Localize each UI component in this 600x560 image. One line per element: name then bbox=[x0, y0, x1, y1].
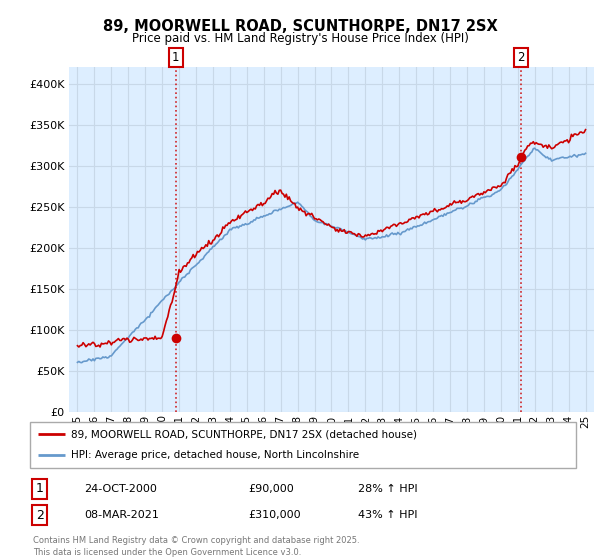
Text: Contains HM Land Registry data © Crown copyright and database right 2025.
This d: Contains HM Land Registry data © Crown c… bbox=[33, 536, 359, 557]
Text: 28% ↑ HPI: 28% ↑ HPI bbox=[358, 484, 417, 494]
Text: 89, MOORWELL ROAD, SCUNTHORPE, DN17 2SX: 89, MOORWELL ROAD, SCUNTHORPE, DN17 2SX bbox=[103, 19, 497, 34]
Text: 89, MOORWELL ROAD, SCUNTHORPE, DN17 2SX (detached house): 89, MOORWELL ROAD, SCUNTHORPE, DN17 2SX … bbox=[71, 429, 417, 439]
Text: 2: 2 bbox=[36, 508, 44, 521]
Text: £310,000: £310,000 bbox=[248, 510, 301, 520]
Text: 24-OCT-2000: 24-OCT-2000 bbox=[85, 484, 157, 494]
Text: 1: 1 bbox=[36, 482, 44, 495]
Text: 1: 1 bbox=[172, 52, 179, 64]
Text: 08-MAR-2021: 08-MAR-2021 bbox=[85, 510, 160, 520]
Text: £90,000: £90,000 bbox=[248, 484, 294, 494]
Text: 2: 2 bbox=[517, 52, 524, 64]
Text: Price paid vs. HM Land Registry's House Price Index (HPI): Price paid vs. HM Land Registry's House … bbox=[131, 32, 469, 45]
Text: 43% ↑ HPI: 43% ↑ HPI bbox=[358, 510, 417, 520]
Text: HPI: Average price, detached house, North Lincolnshire: HPI: Average price, detached house, Nort… bbox=[71, 450, 359, 460]
